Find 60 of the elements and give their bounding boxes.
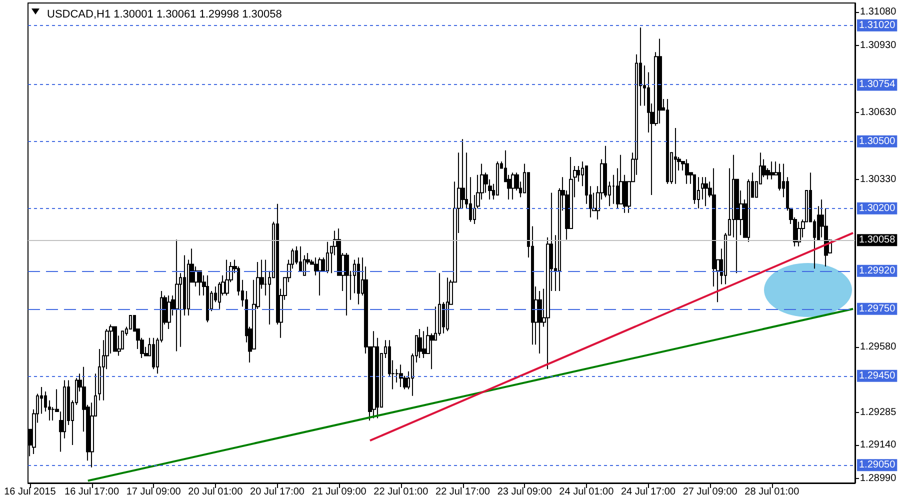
x-tick-label: 27 Jul 09:00 xyxy=(682,486,738,498)
candlestick xyxy=(446,277,449,332)
ref-line-label: 1.30200 xyxy=(859,202,896,214)
ref-line-label: 1.30058 xyxy=(859,234,896,246)
candlestick xyxy=(496,161,499,196)
candlestick xyxy=(206,274,209,323)
x-tick-label: 24 Jul 17:00 xyxy=(621,486,676,498)
y-tick-label: 1.30630 xyxy=(860,106,897,118)
candlestick xyxy=(704,176,708,207)
x-tick-label: 16 Jul 2015 xyxy=(4,486,56,498)
ref-line-label: 1.31020 xyxy=(859,20,896,31)
candlestick xyxy=(225,259,229,296)
y-tick-label: 1.30930 xyxy=(860,40,897,51)
candlestick xyxy=(693,174,696,204)
ref-line-label: 1.29920 xyxy=(859,265,896,276)
text: USDCAD,H1 1.30001 1.30061 1.29998 1.30058 xyxy=(47,8,282,20)
candlestick xyxy=(666,98,669,184)
ref-line-label: 1.30500 xyxy=(859,136,896,147)
candlestick xyxy=(399,364,403,388)
candlestick xyxy=(372,330,376,419)
candlestick xyxy=(345,252,349,316)
x-tick-label: 22 Jul 17:00 xyxy=(436,486,490,498)
x-tick-label: 20 Jul 17:00 xyxy=(250,486,305,498)
candlestick xyxy=(167,294,171,330)
x-tick-label: 22 Jul 01:00 xyxy=(374,486,429,498)
y-tick-label: 1.28990 xyxy=(860,473,897,484)
candlestick xyxy=(152,337,155,370)
y-tick-label: 1.31080 xyxy=(860,6,897,18)
y-tick-label: 1.29140 xyxy=(860,440,897,451)
ref-line-label: 1.30754 xyxy=(859,79,896,90)
candlestick xyxy=(770,161,774,180)
candlestick xyxy=(658,38,662,124)
candlestick xyxy=(326,241,329,274)
candlestick xyxy=(538,290,542,354)
candlestick xyxy=(438,272,441,336)
x-tick-label: 16 Jul 17:00 xyxy=(64,486,120,498)
ref-line-label: 1.29050 xyxy=(859,460,896,471)
candlestick xyxy=(674,128,677,184)
candlestick xyxy=(113,326,117,352)
candlestick xyxy=(511,172,515,200)
y-tick-label: 1.30330 xyxy=(860,174,897,185)
ref-line-label: 1.29750 xyxy=(859,303,896,314)
candlestick xyxy=(175,239,179,352)
x-tick-label: 23 Jul 09:00 xyxy=(497,486,552,498)
candlestick xyxy=(797,221,801,247)
candlestick xyxy=(318,257,322,296)
candlestick xyxy=(697,176,700,209)
x-tick-label: 21 Jul 09:00 xyxy=(312,486,367,498)
candlestick xyxy=(198,270,202,296)
x-tick-label: 28 Jul 01:00 xyxy=(744,486,800,498)
x-tick-label: 20 Jul 01:00 xyxy=(188,486,244,498)
candlestick xyxy=(685,158,689,184)
candlestick xyxy=(357,257,360,305)
x-tick-label: 17 Jul 09:00 xyxy=(126,486,182,498)
candlestick xyxy=(422,330,426,358)
candlestick xyxy=(418,328,422,358)
y-tick-label: 1.29285 xyxy=(860,407,897,418)
ref-line-label: 1.29450 xyxy=(859,370,896,382)
y-tick-label: 1.29580 xyxy=(860,341,897,352)
x-tick-label: 24 Jul 01:00 xyxy=(559,486,614,498)
